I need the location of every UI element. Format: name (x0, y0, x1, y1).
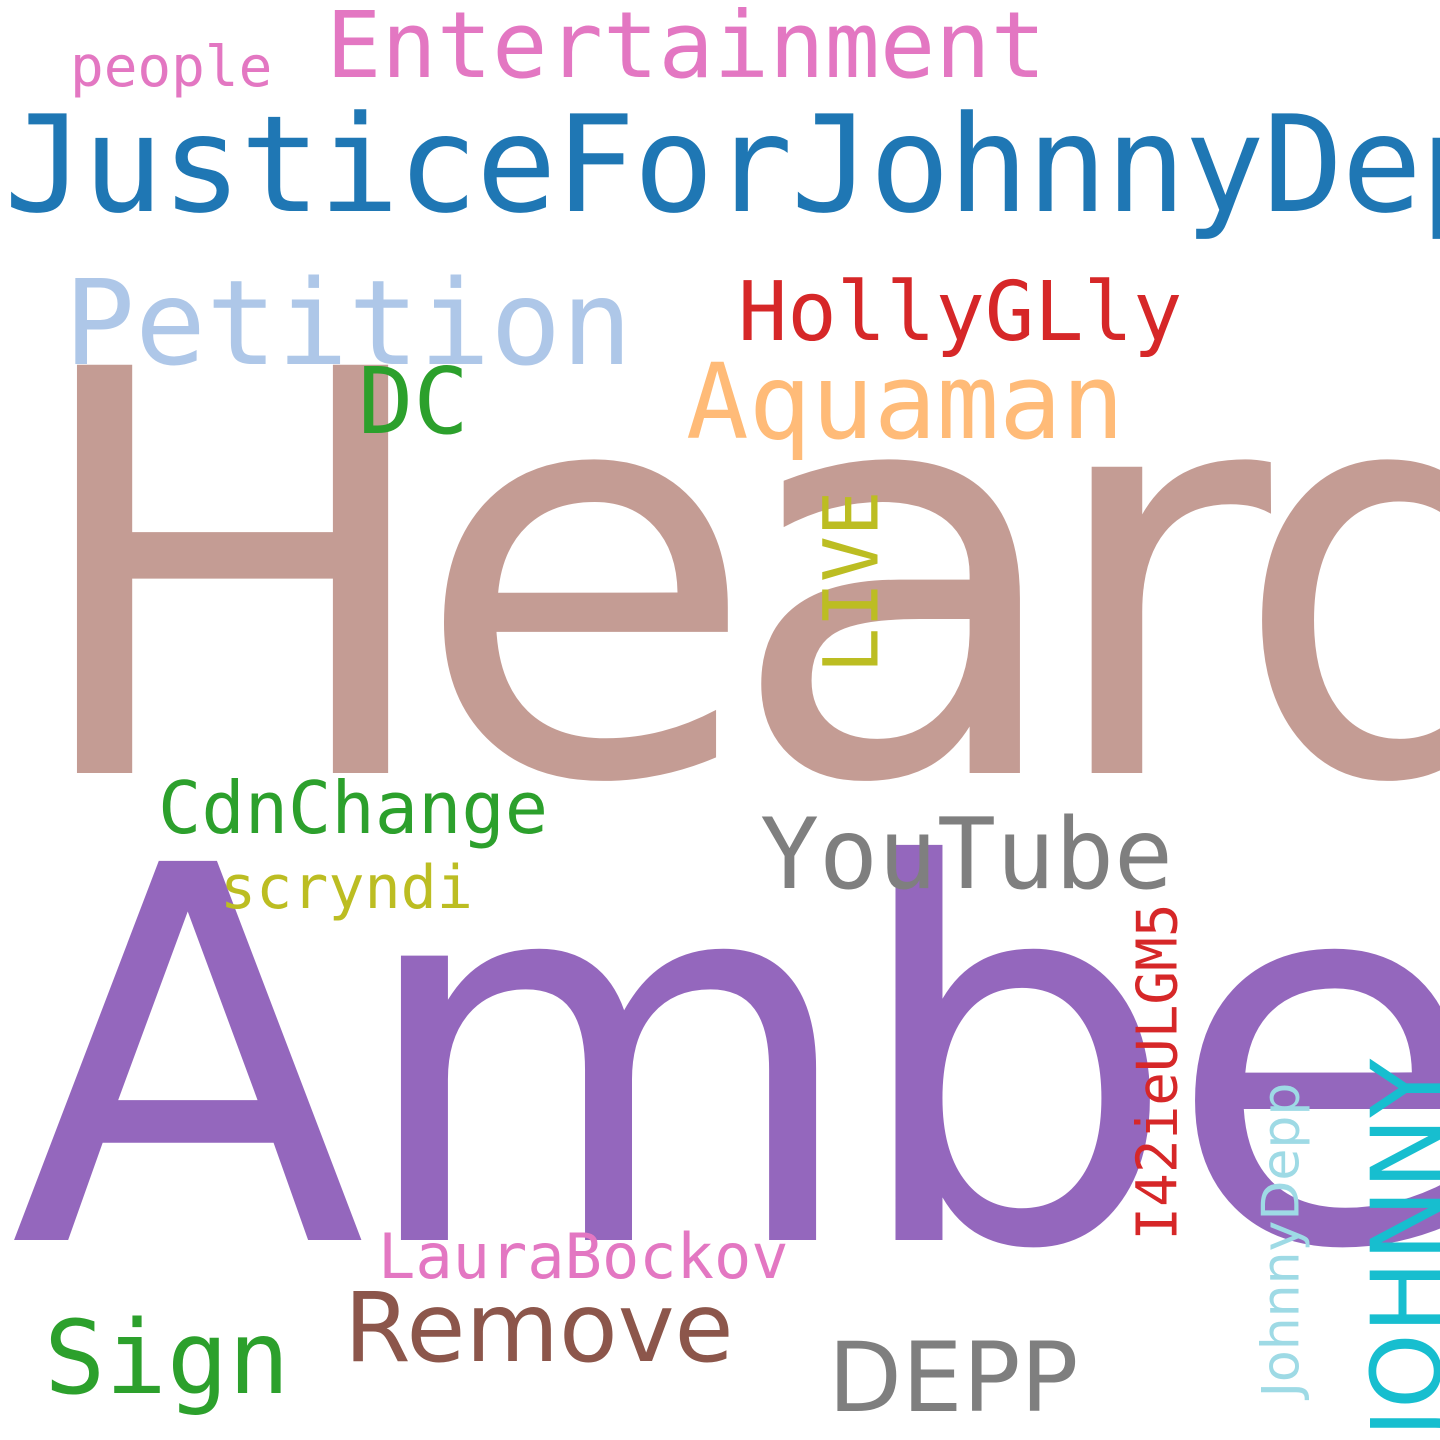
word-depp: DEPP (828, 1322, 1079, 1434)
word-cdnchange: CdnChange (158, 766, 549, 850)
word-hollygly: HollyGLly (738, 265, 1183, 360)
word-justiceforjohnnydepp: JusticeForJohnnyDepp (4, 87, 1440, 243)
word-amber: Amber (10, 757, 1440, 1363)
word-dc: DC (358, 348, 469, 455)
word-people: people (70, 35, 273, 100)
word-johnnydepp: JohnnyDepp (1251, 1082, 1312, 1398)
word-scryndi: scryndi (220, 853, 473, 923)
word-johnny: JOHNNY (1351, 1058, 1440, 1438)
word-entertainment: Entertainment (326, 0, 1047, 99)
word-remove: Remove (344, 1272, 734, 1384)
word-youtube: YouTube (760, 798, 1174, 912)
word-laurabockov: LauraBockov (378, 1220, 789, 1293)
word-petition: Petition (64, 254, 633, 392)
word-live: LIVE (806, 490, 896, 674)
word-aquaman: Aquaman (686, 341, 1125, 463)
word-sign: Sign (44, 1299, 290, 1418)
word-i42ieulgm5: I42ieULGM5 (1125, 903, 1191, 1241)
word-heard: Heard (22, 254, 1440, 906)
